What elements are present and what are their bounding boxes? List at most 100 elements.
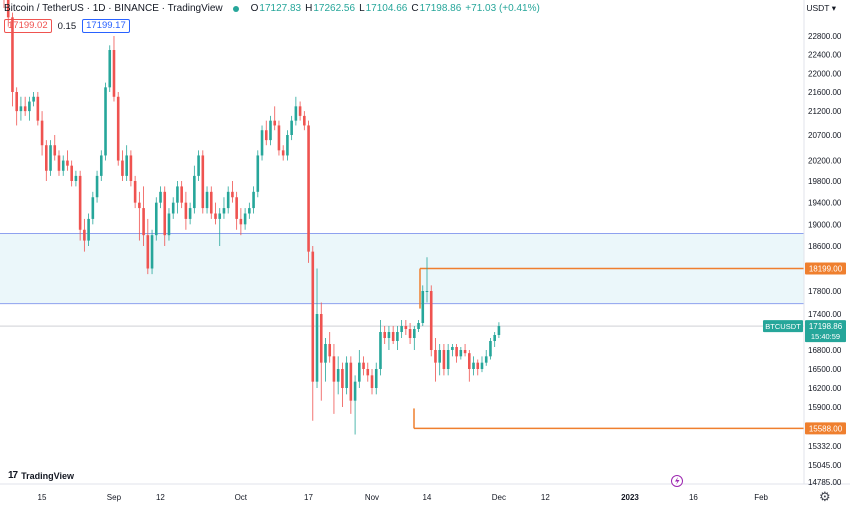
candle-body[interactable] bbox=[239, 218, 243, 225]
candle-body[interactable] bbox=[260, 130, 264, 156]
candle-body[interactable] bbox=[459, 350, 463, 357]
candle-body[interactable] bbox=[40, 120, 44, 146]
candle-body[interactable] bbox=[480, 362, 484, 369]
candle-body[interactable] bbox=[362, 362, 365, 369]
candle-body[interactable] bbox=[231, 191, 234, 198]
candle-body[interactable] bbox=[61, 160, 65, 171]
candle-body[interactable] bbox=[125, 155, 128, 176]
candle-body[interactable] bbox=[472, 362, 475, 369]
price-line-badge[interactable] bbox=[805, 422, 846, 435]
candle-body[interactable] bbox=[91, 197, 95, 219]
candle-body[interactable] bbox=[358, 362, 361, 382]
candle-body[interactable] bbox=[476, 362, 480, 369]
symbol-badge[interactable] bbox=[763, 320, 803, 333]
candle-body[interactable] bbox=[391, 332, 395, 341]
candle-body[interactable] bbox=[298, 106, 302, 116]
candle-body[interactable] bbox=[159, 191, 162, 203]
sell-price-button[interactable]: 17199.02 bbox=[4, 19, 52, 33]
buy-price-button[interactable]: 17199.17 bbox=[82, 19, 130, 33]
candle-body[interactable] bbox=[11, 17, 14, 92]
candle-body[interactable] bbox=[45, 145, 48, 171]
candle-body[interactable] bbox=[319, 314, 323, 363]
current-price-badge[interactable] bbox=[805, 320, 846, 343]
candle-body[interactable] bbox=[463, 350, 467, 354]
candle-body[interactable] bbox=[315, 314, 319, 382]
candle-body[interactable] bbox=[167, 213, 171, 236]
candle-body[interactable] bbox=[484, 356, 488, 363]
price-line-badge[interactable] bbox=[805, 262, 846, 275]
candle-body[interactable] bbox=[286, 135, 289, 156]
candle-body[interactable] bbox=[57, 155, 61, 171]
candle-body[interactable] bbox=[366, 369, 370, 376]
candle-body[interactable] bbox=[374, 369, 378, 388]
candle-body[interactable] bbox=[421, 291, 425, 323]
candle-body[interactable] bbox=[468, 353, 471, 369]
candle-body[interactable] bbox=[404, 326, 408, 329]
candle-body[interactable] bbox=[36, 96, 40, 121]
candle-body[interactable] bbox=[497, 326, 501, 335]
candle-body[interactable] bbox=[226, 191, 230, 209]
candle-body[interactable] bbox=[142, 208, 145, 236]
candle-body[interactable] bbox=[70, 165, 73, 181]
candle-body[interactable] bbox=[349, 362, 353, 401]
candle-body[interactable] bbox=[83, 229, 86, 241]
currency-selector[interactable]: USDT ▾ bbox=[806, 3, 836, 14]
symbol-title[interactable]: Bitcoin / TetherUS · 1D · BINANCE · Trad… bbox=[4, 3, 223, 14]
candle-body[interactable] bbox=[269, 120, 272, 141]
candle-body[interactable] bbox=[455, 347, 458, 357]
candle-body[interactable] bbox=[446, 350, 450, 369]
candle-body[interactable] bbox=[171, 202, 175, 214]
candle-body[interactable] bbox=[396, 332, 399, 341]
candle-body[interactable] bbox=[116, 96, 120, 161]
candle-body[interactable] bbox=[150, 235, 154, 269]
candle-body[interactable] bbox=[311, 251, 315, 382]
tradingview-logo[interactable]: 17 TradingView bbox=[8, 470, 74, 481]
candle-body[interactable] bbox=[87, 218, 90, 241]
candle-body[interactable] bbox=[53, 145, 57, 156]
candle-body[interactable] bbox=[408, 329, 412, 338]
candle-body[interactable] bbox=[273, 120, 277, 126]
candle-body[interactable] bbox=[307, 125, 310, 252]
candle-body[interactable] bbox=[429, 291, 433, 350]
candle-body[interactable] bbox=[493, 335, 496, 341]
candle-body[interactable] bbox=[180, 186, 183, 203]
candle-body[interactable] bbox=[108, 50, 112, 88]
candle-body[interactable] bbox=[417, 323, 420, 329]
candle-body[interactable] bbox=[197, 155, 200, 176]
candle-body[interactable] bbox=[49, 145, 52, 171]
candle-body[interactable] bbox=[434, 350, 437, 363]
candle-body[interactable] bbox=[163, 191, 167, 236]
candle-body[interactable] bbox=[32, 96, 35, 102]
candle-body[interactable] bbox=[328, 344, 332, 357]
candle-body[interactable] bbox=[6, 0, 10, 18]
candle-body[interactable] bbox=[281, 150, 285, 156]
candle-body[interactable] bbox=[425, 291, 429, 292]
candle-body[interactable] bbox=[290, 120, 293, 135]
candle-body[interactable] bbox=[112, 50, 116, 97]
candle-body[interactable] bbox=[442, 350, 446, 369]
candle-body[interactable] bbox=[209, 191, 213, 214]
candle-body[interactable] bbox=[277, 125, 281, 151]
candle-body[interactable] bbox=[99, 155, 103, 176]
candle-body[interactable] bbox=[138, 202, 141, 209]
candle-body[interactable] bbox=[154, 202, 158, 236]
candle-body[interactable] bbox=[235, 197, 238, 219]
candle-body[interactable] bbox=[129, 155, 133, 181]
candle-body[interactable] bbox=[176, 186, 179, 203]
candle-body[interactable] bbox=[341, 369, 344, 388]
candle-body[interactable] bbox=[438, 350, 441, 363]
candle-body[interactable] bbox=[214, 213, 217, 219]
candle-body[interactable] bbox=[15, 92, 18, 112]
candle-body[interactable] bbox=[248, 208, 251, 214]
candle-body[interactable] bbox=[95, 175, 99, 198]
candle-body[interactable] bbox=[184, 202, 188, 219]
candle-body[interactable] bbox=[74, 175, 78, 181]
candle-body[interactable] bbox=[294, 106, 298, 121]
candle-body[interactable] bbox=[193, 175, 196, 209]
candle-body[interactable] bbox=[324, 344, 327, 363]
candle-body[interactable] bbox=[489, 341, 492, 357]
candle-body[interactable] bbox=[121, 160, 124, 176]
candle-body[interactable] bbox=[188, 208, 192, 219]
candle-body[interactable] bbox=[400, 326, 403, 332]
